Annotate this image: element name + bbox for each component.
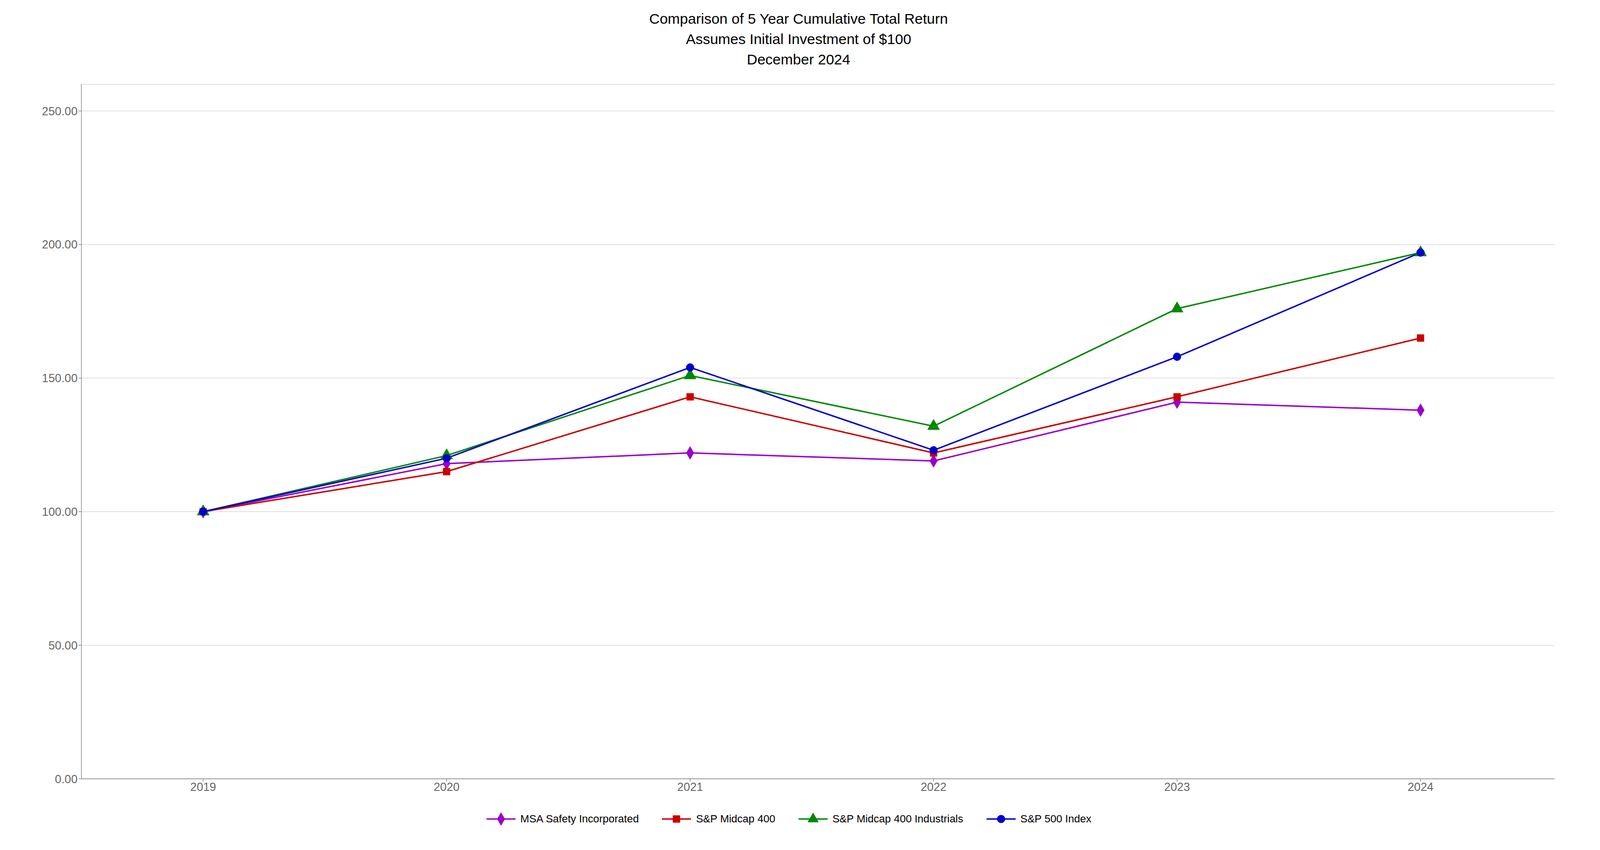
svg-text:2020: 2020 (433, 780, 460, 794)
svg-text:100.00: 100.00 (42, 505, 78, 519)
html-text:S&P Midcap 400: S&P Midcap 400 (696, 813, 776, 826)
html-text:Assumes Initial Investment of: Assumes Initial Investment of $100 (685, 31, 912, 48)
svg-text:250.00: 250.00 (42, 104, 78, 118)
svg-text:2019: 2019 (190, 780, 217, 794)
svg-text:2021: 2021 (677, 780, 704, 794)
svg-text:2022: 2022 (920, 780, 947, 794)
svg-text:2024: 2024 (1407, 780, 1434, 794)
svg-text:200.00: 200.00 (42, 237, 78, 251)
svg-text:150.00: 150.00 (42, 371, 78, 385)
html-text:S&P 500 Index: S&P 500 Index (1020, 813, 1092, 826)
html-text:December 2024: December 2024 (746, 51, 851, 68)
svg-text:50.00: 50.00 (48, 639, 78, 653)
html-text:S&P Midcap 400 Industrials: S&P Midcap 400 Industrials (832, 813, 964, 826)
html-text:Comparison of 5 Year Cumulativ: Comparison of 5 Year Cumulative Total Re… (649, 10, 948, 27)
svg-text:0.00: 0.00 (54, 772, 78, 786)
html-text:MSA Safety Incorporated: MSA Safety Incorporated (520, 813, 639, 826)
svg-text:2023: 2023 (1163, 780, 1190, 794)
